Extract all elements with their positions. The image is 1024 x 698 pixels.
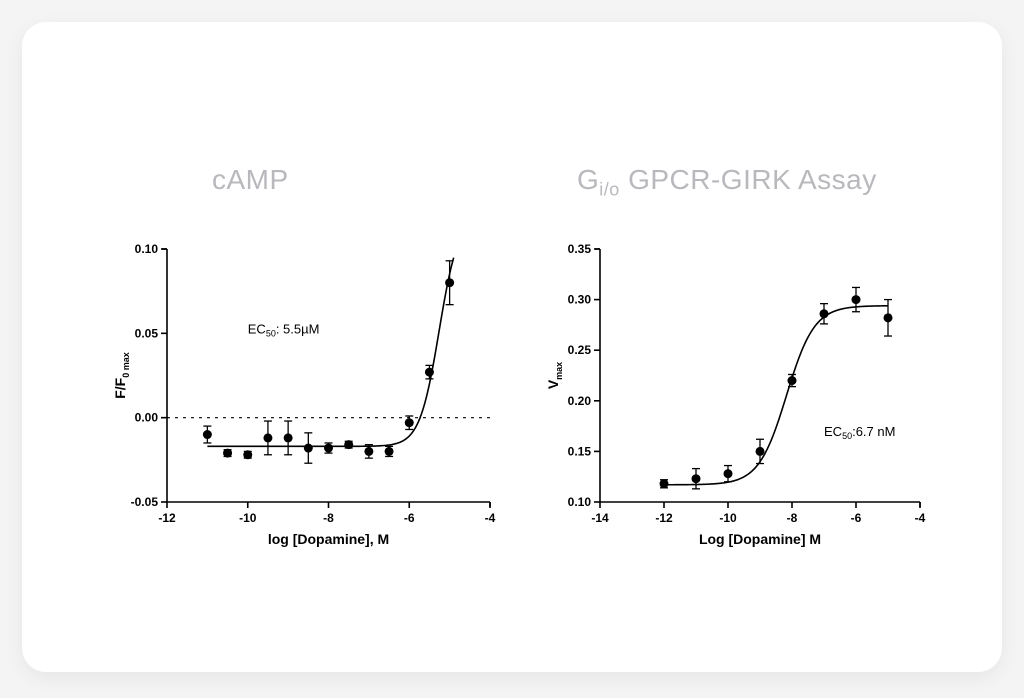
svg-text:-0.05: -0.05 (131, 495, 159, 509)
svg-text:-6: -6 (851, 511, 862, 525)
svg-text:0.10: 0.10 (568, 495, 592, 509)
svg-text:EC50: 5.5µM: EC50: 5.5µM (248, 321, 320, 338)
svg-text:0.05: 0.05 (135, 326, 159, 340)
title-right-suffix: GPCR-GIRK Assay (620, 164, 877, 195)
title-camp: cAMP (212, 164, 289, 196)
svg-text:log [Dopamine], M: log [Dopamine], M (268, 531, 389, 547)
svg-text:-4: -4 (485, 511, 496, 525)
svg-text:-10: -10 (719, 511, 737, 525)
svg-text:EC50:6.7 nM: EC50:6.7 nM (824, 424, 895, 441)
chart-camp: -12 -10 -8 -6 -4 -0.05 0.00 0.05 0.10 log [Dopami… (112, 237, 502, 557)
svg-text:-6: -6 (404, 511, 415, 525)
svg-text:0.25: 0.25 (568, 343, 592, 357)
svg-text:0.35: 0.35 (568, 242, 592, 256)
chart-girk: -14 -12 -10 -8 -6 -4 0.10 0.15 0.20 0.25 0.30 0.35 L… (542, 237, 932, 557)
svg-text:0.00: 0.00 (135, 411, 159, 425)
svg-text:F/F0 max: F/F0 max (112, 352, 131, 399)
svg-text:-12: -12 (655, 511, 673, 525)
svg-text:0.15: 0.15 (568, 444, 592, 458)
svg-text:-10: -10 (239, 511, 257, 525)
plot-area: -12 -10 -8 -6 -4 -0.05 0.00 0.05 0.10 log [Dopami… (22, 237, 1002, 567)
svg-text:Vmax: Vmax (545, 362, 564, 389)
svg-text:0.10: 0.10 (135, 242, 159, 256)
svg-text:-4: -4 (915, 511, 926, 525)
title-right-sub: i/o (599, 180, 620, 200)
svg-text:-8: -8 (787, 511, 798, 525)
svg-text:Log [Dopamine] M: Log [Dopamine] M (699, 531, 821, 547)
figure-card: cAMP Gi/o GPCR-GIRK Assay -12 -10 -8 -6 -4 -0… (22, 22, 1002, 672)
svg-text:0.30: 0.30 (568, 293, 592, 307)
title-right-prefix: G (577, 164, 599, 195)
svg-text:-12: -12 (158, 511, 176, 525)
title-girk: Gi/o GPCR-GIRK Assay (577, 164, 877, 201)
svg-text:-14: -14 (591, 511, 609, 525)
svg-text:0.20: 0.20 (568, 394, 592, 408)
svg-text:-8: -8 (323, 511, 334, 525)
